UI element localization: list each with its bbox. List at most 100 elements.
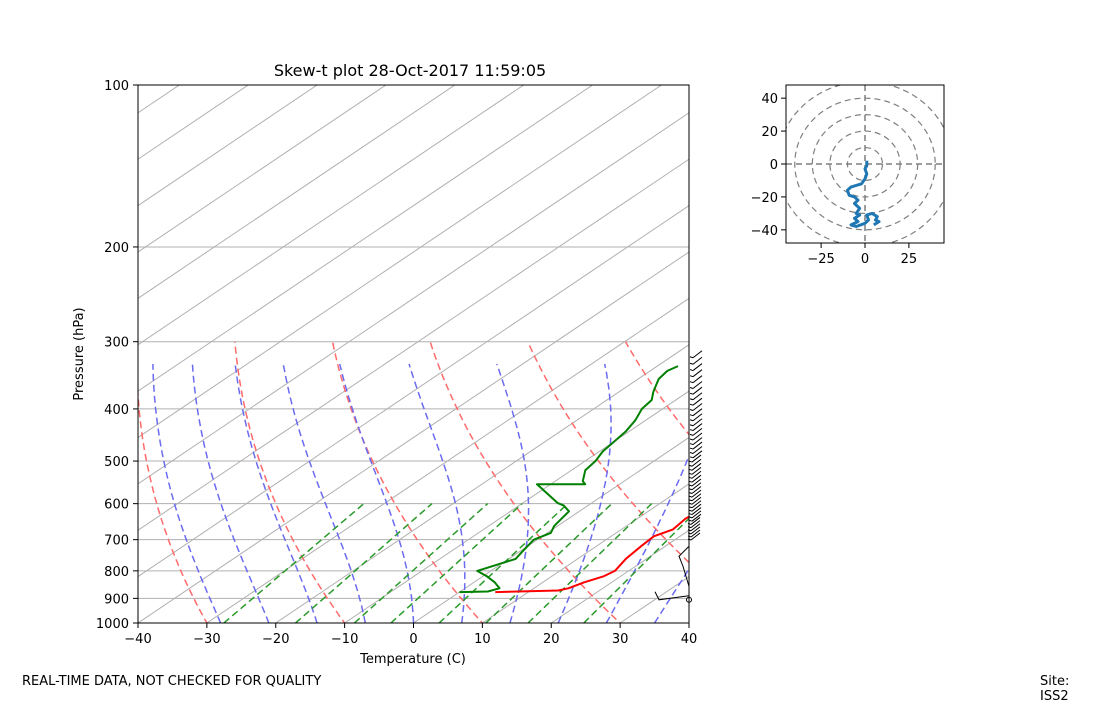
wind-barb-flag xyxy=(692,475,701,482)
wind-barb-staff xyxy=(690,388,693,389)
wind-barb-staff xyxy=(688,527,691,528)
skewt-series xyxy=(459,364,822,592)
hodo-y-tick-label: 20 xyxy=(761,125,778,140)
wind-barb-flag xyxy=(692,504,701,511)
isotherm--20 xyxy=(259,60,1100,634)
hodograph-plot: −25 0 25 −40 −20 0 20 40 xyxy=(751,82,953,267)
skewt-x-ticks: −40 −30 −20 −10 0 10 20 30 40 xyxy=(124,623,697,647)
isotherm-30 xyxy=(603,60,1100,634)
x-tick-label: 40 xyxy=(681,632,698,647)
y-tick-label: 800 xyxy=(104,565,129,580)
wind-barb-flag xyxy=(691,521,700,528)
y-tick-label: 600 xyxy=(104,498,129,513)
mixing-ratio-line xyxy=(584,504,704,623)
hodograph-series xyxy=(847,161,879,227)
y-tick-label: 500 xyxy=(104,455,129,470)
y-tick-label: 300 xyxy=(104,336,129,351)
wind-barb-flag xyxy=(692,467,701,474)
dry-adiabat xyxy=(235,342,353,635)
wind-barb-staff xyxy=(690,444,693,445)
hodo-x-tick-label: 0 xyxy=(861,252,869,267)
y-tick-label: 400 xyxy=(104,403,129,418)
dry-adiabat xyxy=(821,342,1100,635)
x-tick-label: 0 xyxy=(409,632,417,647)
y-tick-label: 700 xyxy=(104,534,129,549)
wind-barb-flag xyxy=(692,486,701,493)
x-tick-label: −30 xyxy=(193,632,220,647)
wind-barb-flag xyxy=(693,370,702,377)
isotherm--40 xyxy=(121,60,973,634)
y-tick-label: 1000 xyxy=(96,617,129,632)
dry-adiabat xyxy=(919,342,1100,635)
wind-barb-staff xyxy=(690,409,693,410)
wind-barb-flag xyxy=(692,483,701,490)
wind-barb-flag xyxy=(692,463,701,470)
wind-barb-flag xyxy=(692,490,701,497)
skewt-title: Skew-t plot 28-Oct-2017 11:59:05 xyxy=(274,61,546,80)
skewt-gridlines xyxy=(0,60,1100,634)
isotherm--120 xyxy=(0,60,423,634)
hodo-y-tick-label: −40 xyxy=(751,224,778,239)
wind-barb-staff xyxy=(688,523,691,524)
hodograph-line xyxy=(847,161,879,227)
skewt-plot: Skew-t plot 28-Oct-2017 11:59:05 −40−30−… xyxy=(0,60,1100,667)
isotherm--90 xyxy=(0,60,629,634)
wind-barb-staff xyxy=(690,420,693,421)
x-tick-label: 10 xyxy=(474,632,491,647)
hodo-y-tick-label: 0 xyxy=(770,158,778,173)
hodo-x-tick-label: 25 xyxy=(901,252,918,267)
wind-barb-staff xyxy=(690,448,693,449)
wind-barb-flag xyxy=(692,511,701,518)
wind-barb-staff xyxy=(690,430,693,431)
x-tick-label: −20 xyxy=(262,632,289,647)
hodo-x-tick-label: −25 xyxy=(807,252,834,267)
x-tick-label: 20 xyxy=(543,632,560,647)
dry-adiabat xyxy=(333,342,493,635)
dry-adiabat xyxy=(528,342,772,635)
x-tick-label: −10 xyxy=(331,632,358,647)
wind-barb-staff xyxy=(688,533,691,534)
wind-barb-staff xyxy=(690,404,693,405)
wind-barbs xyxy=(655,351,702,603)
dry-adiabat xyxy=(723,342,1052,635)
y-tick-label: 200 xyxy=(104,241,129,256)
wind-barb-flag xyxy=(692,455,701,462)
wind-barb-staff xyxy=(690,393,693,394)
isotherm-40 xyxy=(672,60,1100,634)
wind-barb-flag xyxy=(692,497,701,504)
wind-barb-flag xyxy=(693,357,702,364)
wind-barb-staff xyxy=(690,382,693,383)
x-tick-label: 30 xyxy=(612,632,629,647)
quality-disclaimer: REAL-TIME DATA, NOT CHECKED FOR QUALITY xyxy=(22,674,321,689)
wind-barb-flag xyxy=(692,459,701,466)
moist-adiabat xyxy=(283,364,365,623)
hodo-y-tick-label: 40 xyxy=(761,92,778,107)
wind-barb-staff xyxy=(690,399,693,400)
y-tick-label: 900 xyxy=(104,592,129,607)
mixing-ratio-line xyxy=(528,504,652,623)
skewt-x-label: Temperature (C) xyxy=(359,652,466,667)
isotherm--140 xyxy=(0,60,285,634)
wind-barb-flag xyxy=(693,364,702,371)
moist-adiabat xyxy=(409,364,465,623)
wind-barb-flag xyxy=(693,387,702,394)
dry-adiabat xyxy=(137,342,214,635)
x-tick-label: −40 xyxy=(124,632,151,647)
wind-barb-staff xyxy=(690,425,693,426)
mixing-ratio-line xyxy=(224,504,364,623)
wind-barb-staff xyxy=(690,439,693,440)
wind-barb-staff xyxy=(690,457,693,458)
moist-adiabat xyxy=(235,364,317,623)
wind-barb-flag xyxy=(693,351,702,358)
isotherm--10 xyxy=(328,60,1100,634)
isotherm--130 xyxy=(0,60,354,634)
wind-barb-flag xyxy=(692,479,701,486)
temperature-line xyxy=(495,364,822,592)
wind-barb-flag xyxy=(693,376,702,383)
hodo-y-tick-label: −20 xyxy=(751,191,778,206)
wind-barb-staff xyxy=(690,376,693,377)
wind-barb-staff xyxy=(690,415,693,416)
moist-adiabat xyxy=(497,364,529,623)
isotherm-20 xyxy=(534,60,1100,634)
